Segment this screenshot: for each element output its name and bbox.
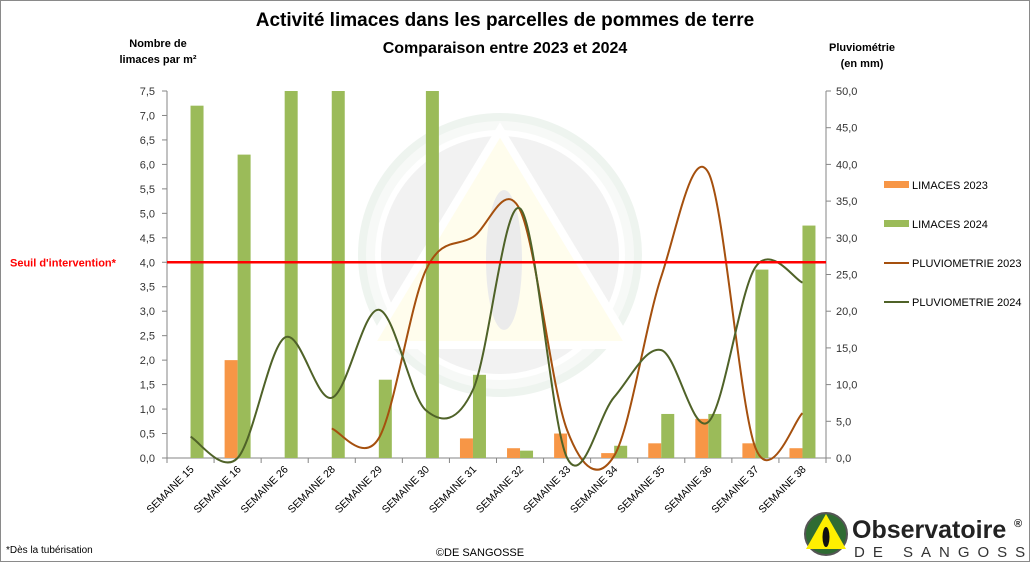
y-tick-label: 1,0	[140, 404, 155, 416]
legend-label: LIMACES 2024	[912, 219, 988, 231]
y2-axis-title-line1: Pluviométrie	[829, 42, 895, 54]
bar-limaces-2024	[284, 91, 298, 458]
y2-tick-label: 15,0	[836, 343, 857, 355]
y2-axis-title-line2: (en mm)	[841, 58, 884, 70]
y-axis-title-line1: Nombre de	[129, 38, 186, 50]
bar-limaces-2024	[237, 154, 251, 458]
bar-limaces-2023	[507, 448, 521, 458]
chart-title: Activité limaces dans les parcelles de p…	[256, 10, 754, 31]
legend-swatch	[884, 181, 909, 188]
x-tick-label: SEMAINE 37	[709, 464, 761, 516]
y-tick-label: 1,5	[140, 380, 155, 392]
legend-label: PLUVIOMETRIE 2023	[912, 258, 1021, 270]
x-tick-label: SEMAINE 15	[144, 464, 196, 516]
bar-limaces-2024	[190, 105, 204, 459]
x-tick-label: SEMAINE 33	[521, 464, 573, 516]
y-tick-label: 2,0	[140, 355, 155, 367]
bar-limaces-2024	[520, 450, 534, 458]
logo-name: Observatoire	[852, 516, 1006, 544]
x-tick-label: SEMAINE 30	[380, 464, 432, 516]
y2-tick-label: 30,0	[836, 233, 857, 245]
x-tick-label: SEMAINE 31	[427, 464, 479, 516]
y-tick-label: 4,5	[140, 233, 155, 245]
x-tick-label: SEMAINE 16	[192, 464, 244, 516]
bar-limaces-2024	[472, 374, 486, 458]
y-tick-label: 0,5	[140, 429, 155, 441]
bar-limaces-2023	[224, 360, 238, 458]
y2-tick-label: 0,0	[836, 453, 851, 465]
x-tick-label: SEMAINE 38	[756, 464, 808, 516]
y-tick-label: 4,0	[140, 257, 155, 269]
x-tick-label: SEMAINE 36	[662, 464, 714, 516]
bar-limaces-2023	[648, 443, 662, 458]
y2-tick-label: 50,0	[836, 86, 857, 98]
line-pluviometrie-2024	[189, 207, 803, 467]
x-tick-label: SEMAINE 35	[615, 464, 667, 516]
y-axis-title-line2: limaces par m²	[119, 54, 196, 66]
logo-sub: DE SANGOSSE	[854, 544, 1030, 561]
bar-limaces-2024	[708, 413, 722, 458]
threshold-label: Seuil d'intervention*	[10, 257, 117, 269]
y-tick-label: 6,0	[140, 159, 155, 171]
y-tick-label: 3,5	[140, 282, 155, 294]
y2-tick-label: 45,0	[836, 123, 857, 135]
bar-limaces-2023	[695, 418, 709, 458]
y2-tick-label: 40,0	[836, 159, 857, 171]
bar-limaces-2024	[661, 413, 675, 458]
y-tick-label: 0,0	[140, 453, 155, 465]
bar-limaces-2024	[331, 91, 345, 458]
x-tick-label: SEMAINE 26	[239, 464, 291, 516]
y2-tick-label: 35,0	[836, 196, 857, 208]
bar-limaces-2024	[425, 91, 439, 458]
y2-tick-label: 5,0	[836, 416, 851, 428]
footnote: *Dès la tubérisation	[6, 545, 93, 556]
y-tick-label: 6,5	[140, 135, 155, 147]
y-tick-label: 2,5	[140, 331, 155, 343]
legend-swatch	[884, 220, 909, 227]
x-tick-label: SEMAINE 32	[474, 464, 526, 516]
bar-limaces-2023	[789, 448, 803, 458]
x-tick-label: SEMAINE 29	[333, 464, 385, 516]
legend-label: PLUVIOMETRIE 2024	[912, 297, 1021, 309]
y2-tick-label: 20,0	[836, 306, 857, 318]
y2-tick-label: 10,0	[836, 380, 857, 392]
logo-registered: ®	[1014, 518, 1022, 530]
y-tick-label: 3,0	[140, 306, 155, 318]
y-tick-label: 5,0	[140, 208, 155, 220]
y-tick-label: 5,5	[140, 184, 155, 196]
y-tick-label: 7,5	[140, 86, 155, 98]
bar-limaces-2024	[378, 379, 392, 458]
y-tick-label: 7,0	[140, 110, 155, 122]
bar-limaces-2024	[755, 269, 769, 458]
logo: Observatoire ® DE SANGOSSE	[804, 512, 1030, 561]
legend-label: LIMACES 2023	[912, 180, 988, 192]
line-pluviometrie-2023	[331, 165, 804, 471]
bar-limaces-2023	[601, 453, 615, 458]
bar-limaces-2023	[742, 443, 756, 458]
y2-tick-label: 25,0	[836, 270, 857, 282]
copyright: ©DE SANGOSSE	[436, 547, 524, 559]
bar-limaces-2024	[802, 225, 816, 458]
x-tick-label: SEMAINE 34	[568, 464, 620, 516]
x-tick-label: SEMAINE 28	[286, 464, 338, 516]
chart-subtitle: Comparaison entre 2023 et 2024	[383, 40, 628, 57]
bar-limaces-2023	[459, 438, 473, 458]
